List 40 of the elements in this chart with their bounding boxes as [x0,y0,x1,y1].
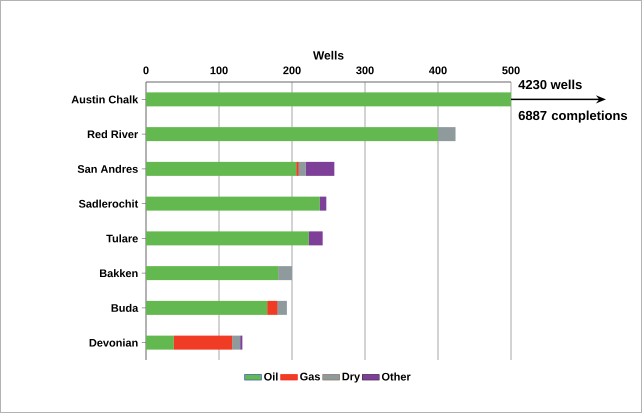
x-tick-label: 500 [502,66,520,74]
bar [320,196,326,211]
text: 6887 completions [518,110,628,123]
legend-label: Dry [342,372,360,383]
x-tick-label: 300 [356,66,374,74]
bar [146,127,438,142]
bar [232,336,240,350]
y-tick-label: Buda [112,304,138,312]
bar [277,300,287,315]
bar [438,127,456,142]
bar [308,231,323,246]
legend-label: Other [382,372,411,381]
bar [146,162,296,176]
x-tick-label: 0 [143,66,149,74]
bar [146,266,278,280]
bar [298,162,306,176]
x-tick-label: 100 [210,66,228,74]
bar [278,266,292,280]
y-tick-label: Devonian [90,338,138,347]
x-axis-title: Wells [313,50,344,60]
bar [146,231,309,246]
bar [146,300,268,315]
x-tick-label: 200 [283,66,301,74]
legend-label: Gas [300,372,320,380]
y-tick-label: Austin Chalk [72,95,138,104]
text: 4230 wells [518,80,582,90]
y-tick-label: Bakken [100,269,138,278]
x-tick-label: 400 [429,66,447,74]
y-tick-label: Sadlerochit [78,200,138,208]
y-tick-label: Red River [88,130,138,138]
bar [267,300,278,315]
y-tick-label: Tulare [106,234,138,242]
bar [296,162,299,176]
legend-label: Oil [264,372,278,381]
bar [174,336,232,350]
bar [146,336,174,350]
y-tick-label: San Andres [78,164,138,173]
bar [146,196,320,211]
bar [306,162,334,176]
bar [146,92,512,106]
